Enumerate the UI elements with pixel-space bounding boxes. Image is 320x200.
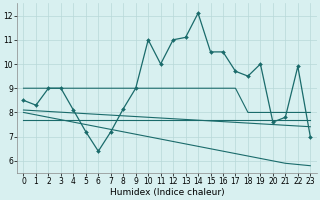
X-axis label: Humidex (Indice chaleur): Humidex (Indice chaleur) <box>109 188 224 197</box>
